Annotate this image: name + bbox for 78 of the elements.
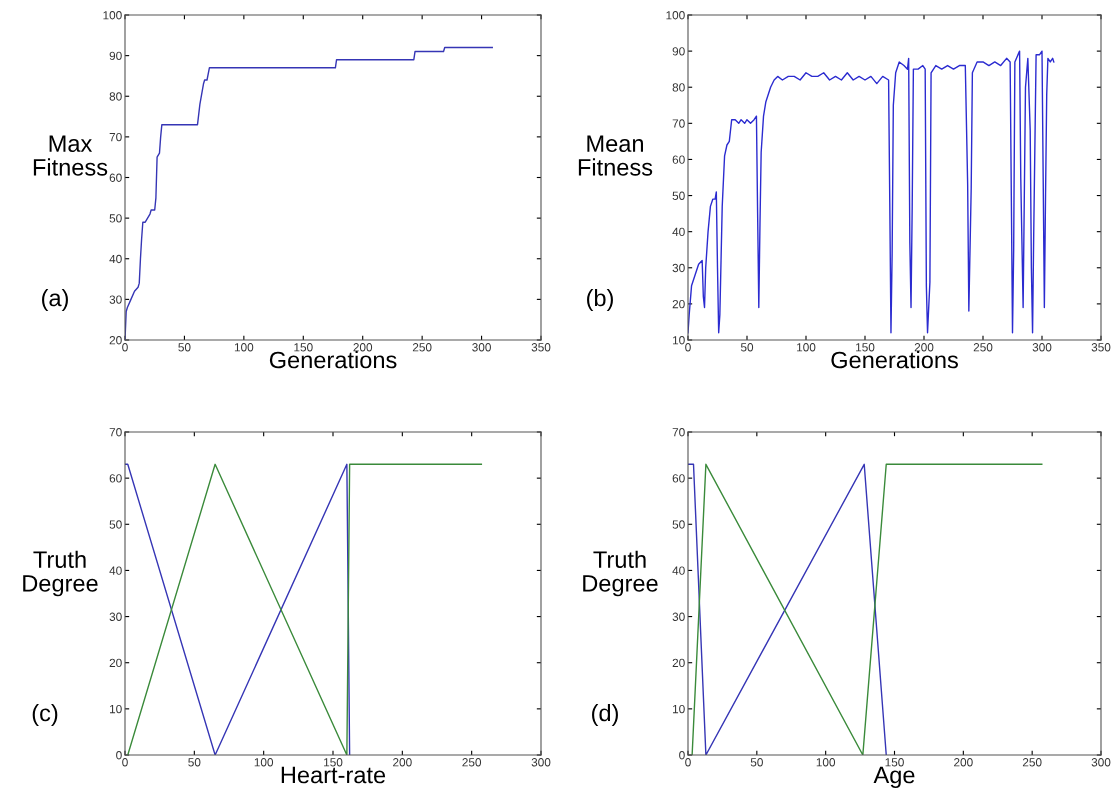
x-tick-label: 200 [954,758,973,767]
y-tick-label: 10 [672,704,685,714]
x-tick-label: 50 [178,343,191,352]
y-tick-label: 40 [109,254,122,264]
y-tick-label: 60 [109,173,122,182]
y-tick-label: 40 [672,227,685,237]
y-tick-label: 20 [672,299,685,309]
y-tick-label: 60 [109,474,122,483]
y-tick-label: 80 [672,83,685,92]
x-axis-title: Age [873,766,915,789]
x-tick-label: 200 [353,343,373,352]
x-tick-label: 150 [324,758,343,767]
y-axis-title: Truth Degree [583,550,658,597]
x-tick-label: 250 [412,343,432,352]
text: (a) [42,289,68,311]
x-tick-label: 100 [254,758,274,767]
y-tick-label: 0 [679,751,685,760]
y-tick-label: 80 [109,92,122,101]
x-tick-label: 0 [685,758,691,767]
y-tick-label: 0 [116,751,122,760]
x-tick-label: 150 [294,343,313,352]
y-tick-label: 70 [672,119,685,128]
text: (c) [32,704,58,726]
x-tick-label: 150 [885,758,904,767]
y-axis-title: Max Fitness [33,135,108,176]
y-tick-label: 60 [672,155,685,164]
line-series [688,50,1055,334]
x-tick-label: 250 [1022,758,1042,767]
x-tick-label: 50 [188,758,201,767]
y-tick-label: 30 [672,612,685,621]
x-tick-label: 100 [816,758,836,767]
x-tick-label: 250 [973,343,993,352]
x-tick-label: 300 [1032,343,1052,352]
y-tick-label: 100 [666,11,685,20]
x-tick-label: 150 [856,343,875,352]
y-tick-label: 50 [109,520,122,529]
x-axis-title: Generations [269,351,397,369]
y-tick-label: 100 [103,11,122,20]
y-tick-label: 50 [672,191,685,200]
y-axis-title: Mean Fitness [578,135,653,176]
x-tick-label: 350 [1091,343,1111,352]
x-tick-label: 0 [685,343,691,352]
y-tick-label: 20 [672,658,685,668]
y-tick-label: 90 [672,47,685,56]
x-tick-label: 250 [462,758,482,767]
y-axis-title: Truth Degree [23,550,98,597]
y-tick-label: 50 [109,214,122,223]
y-tick-label: 40 [109,566,122,575]
y-tick-label: 50 [672,520,685,529]
x-tick-label: 0 [122,343,128,352]
y-tick-label: 10 [109,704,122,714]
x-tick-label: 100 [797,343,816,352]
y-tick-label: 70 [672,428,685,437]
y-tick-label: 70 [109,428,122,437]
x-tick-label: 100 [234,343,254,352]
x-tick-label: 350 [531,343,551,352]
x-tick-label: 50 [750,758,763,767]
y-tick-label: 30 [672,263,685,273]
x-tick-label: 200 [393,758,412,767]
y-tick-label: 20 [109,336,122,345]
x-tick-label: 50 [740,343,754,352]
y-tick-label: 20 [109,658,122,668]
y-tick-label: 40 [672,566,685,575]
text: (d) [592,704,618,726]
y-tick-label: 70 [109,132,122,142]
y-tick-label: 30 [109,612,122,621]
x-tick-label: 300 [531,758,551,767]
x-tick-label: 0 [122,758,128,767]
y-tick-label: 30 [109,295,122,304]
x-tick-label: 200 [914,343,934,352]
y-tick-label: 90 [109,51,122,61]
y-tick-label: 10 [672,336,685,345]
x-axis-title: Heart-rate [281,766,386,784]
x-axis-title: Generations [831,351,958,369]
x-tick-label: 300 [1091,758,1111,767]
x-tick-label: 300 [472,343,491,352]
y-tick-label: 60 [672,474,685,483]
text: (b) [587,289,613,311]
